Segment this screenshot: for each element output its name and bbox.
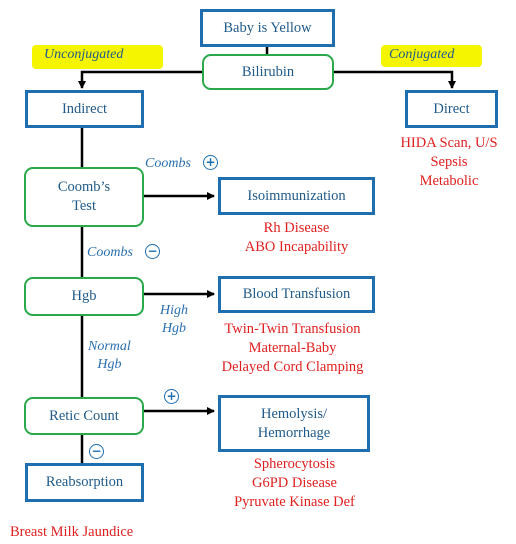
coombs-test-node: Coomb’s Test bbox=[24, 167, 144, 227]
blood-transfusion-node: Blood Transfusion bbox=[218, 276, 375, 313]
baby-is-yellow-node: Baby is Yellow bbox=[200, 9, 335, 47]
reabsorption-causes: Breast Milk Jaundice bbox=[10, 524, 134, 540]
isoimmunization-causes: Rh Disease ABO Incapability bbox=[244, 220, 349, 255]
minus-icon: − bbox=[145, 244, 160, 259]
unconjugated-label: Unconjugated bbox=[44, 47, 124, 62]
connectors bbox=[78, 47, 456, 463]
indirect-node: Indirect bbox=[25, 90, 144, 128]
coombs-positive-label: Coombs bbox=[145, 156, 191, 171]
plus-icon: + bbox=[203, 155, 218, 170]
normal-hgb-label: Normal Hgb bbox=[88, 339, 131, 372]
bilirubin-to-direct-arrow bbox=[334, 70, 456, 89]
isoimmunization-node: Isoimmunization bbox=[218, 177, 375, 215]
hemolysis-causes: Spherocytosis G6PD Disease Pyruvate Kina… bbox=[234, 456, 355, 510]
hemolysis-node: Hemolysis/ Hemorrhage bbox=[218, 395, 370, 452]
unconjugated-highlight bbox=[32, 45, 163, 69]
hgb-node: Hgb bbox=[24, 277, 144, 316]
direct-node: Direct bbox=[405, 90, 498, 128]
bilirubin-to-indirect-arrow bbox=[78, 70, 202, 89]
transfusion-causes: Twin-Twin Transfusion Maternal-Baby Dela… bbox=[221, 321, 364, 375]
bilirubin-node: Bilirubin bbox=[202, 54, 334, 90]
conjugated-highlight bbox=[381, 45, 482, 67]
direct-causes: HIDA Scan, U/S Sepsis Metabolic bbox=[400, 135, 498, 189]
retic-count-node: Retic Count bbox=[24, 397, 144, 435]
minus-icon: − bbox=[89, 444, 104, 459]
coombs-negative-label: Coombs bbox=[87, 245, 133, 260]
high-hgb-label: High Hgb bbox=[160, 303, 188, 336]
conjugated-label: Conjugated bbox=[389, 47, 455, 62]
reabsorption-node: Reabsorption bbox=[25, 463, 144, 502]
plus-icon: + bbox=[164, 389, 179, 404]
